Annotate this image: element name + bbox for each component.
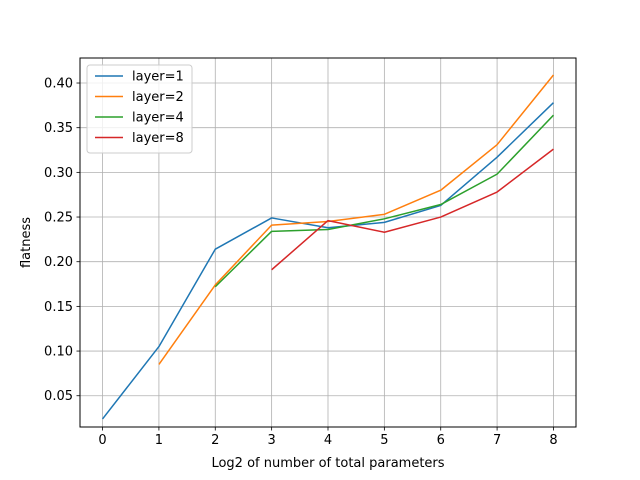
y-tick-label: 0.40 <box>44 77 73 92</box>
series-line-layer-8 <box>271 148 554 271</box>
y-tick-label: 0.15 <box>44 300 73 315</box>
y-tick-label: 0.30 <box>44 166 73 181</box>
y-tick-label: 0.25 <box>44 211 73 226</box>
axis-ticks: 0 1 2 3 4 5 6 7 8 0.05 0.10 0.15 0.20 0.25 0.30 0.35 0.4… <box>44 77 558 448</box>
x-tick-label: 8 <box>549 433 557 448</box>
series-group <box>101 74 555 420</box>
x-tick-label: 1 <box>155 433 163 448</box>
y-tick-label: 0.05 <box>44 389 73 404</box>
legend-label: layer=1 <box>132 70 184 85</box>
legend-label: layer=4 <box>132 111 184 126</box>
x-tick-label: 6 <box>437 433 445 448</box>
y-tick-label: 0.20 <box>44 255 73 270</box>
y-tick-label: 0.10 <box>44 345 73 360</box>
grid-lines <box>80 58 576 427</box>
x-tick-label: 5 <box>380 433 388 448</box>
legend-label: layer=8 <box>132 131 184 146</box>
series-line-layer-2 <box>158 74 555 365</box>
series-line-layer-4 <box>214 114 554 288</box>
legend-box <box>86 64 193 154</box>
series-line-layer-1 <box>101 102 554 420</box>
x-tick-label: 0 <box>98 433 106 448</box>
x-tick-label: 7 <box>493 433 501 448</box>
y-tick-label: 0.35 <box>44 121 73 136</box>
x-tick-label: 3 <box>267 433 275 448</box>
y-axis-label: flatness <box>19 217 34 268</box>
x-tick-label: 2 <box>211 433 219 448</box>
x-axis-label: Log2 of number of total parameters <box>211 456 444 471</box>
x-tick-label: 4 <box>324 433 332 448</box>
legend: layer=1 layer=2 layer=4 layer=8 <box>86 64 193 154</box>
legend-label: layer=2 <box>132 90 184 105</box>
